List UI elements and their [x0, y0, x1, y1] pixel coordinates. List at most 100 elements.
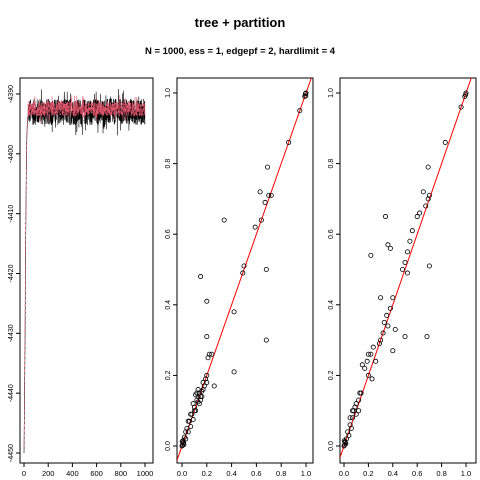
scatter-point [404, 270, 410, 276]
scatter-point [183, 429, 189, 435]
trace-frame [19, 77, 154, 464]
scatter-point [350, 415, 356, 421]
scatter-point [231, 369, 237, 375]
scatter-point [370, 344, 376, 350]
scatter-point [426, 263, 432, 269]
scatter-point [180, 439, 186, 445]
scatter-point [407, 238, 413, 244]
trace-x-tick-label: 1000 [137, 469, 154, 478]
pairwise-x-tick-label: 0.4 [388, 469, 398, 478]
scatter-point [353, 411, 359, 417]
scatter-point [382, 214, 388, 220]
scatter-point [241, 263, 247, 269]
scatter-point [417, 210, 423, 216]
trace-y-tick-label: -4400 [8, 145, 15, 163]
scatter-point [191, 408, 197, 414]
scatter-point [425, 164, 431, 170]
scatter-point [188, 411, 194, 417]
scatter-point [346, 432, 352, 438]
scatter-point [231, 309, 237, 315]
scatter-point [392, 327, 398, 333]
trace-y-tick-label: -4390 [8, 85, 15, 103]
scatter-point [380, 330, 386, 336]
scatter-point [268, 192, 274, 198]
scatter-point [265, 164, 271, 170]
scatter-point [342, 439, 348, 445]
pairwise-y-tick-label: 1.0 [328, 88, 335, 98]
scatter-point [385, 242, 391, 248]
trace-x-tick-label: 400 [66, 469, 79, 478]
trace-x-tick-label: 0 [22, 469, 26, 478]
scatter-point [190, 417, 196, 423]
scatter-point [463, 92, 469, 98]
pairwise-x-tick-label: 1.0 [301, 469, 311, 478]
pairwise-x-tick-label: 0.6 [251, 469, 261, 478]
trace-y-tick-label: -4410 [8, 205, 15, 223]
trace-y-tick-label: -4440 [8, 384, 15, 402]
scatter-point [286, 139, 292, 145]
scatter-point [387, 245, 393, 251]
pairwise-panel-1: 0.0 0.0 0.2 0.2 0.4 0.4 0.6 0.6 0.8 0.8 1.0 1.0 [165, 77, 314, 478]
pairwise-x-tick-label: 0.6 [412, 469, 422, 478]
scatter-point [353, 401, 359, 407]
scatter-point [347, 415, 353, 421]
pairwise-y-tick-label: 0.4 [328, 300, 335, 310]
scatter-point [369, 376, 375, 382]
scatter-point [404, 249, 410, 255]
scatter-point [263, 337, 269, 343]
pairwise-x-tick-label: 0.8 [436, 469, 446, 478]
scatter-point [303, 93, 309, 99]
scatter-point [221, 217, 227, 223]
identity-line-1 [177, 78, 312, 462]
scatter-point [402, 259, 408, 265]
pairwise-frame-2 [339, 77, 477, 464]
scatter-point [409, 228, 415, 234]
scatter-point [206, 351, 212, 357]
scatter-point [364, 358, 370, 364]
scatter-point [368, 252, 374, 258]
trace-x-tick-label: 600 [90, 469, 103, 478]
scatter-point [423, 203, 429, 209]
scatter-point [356, 397, 362, 403]
pairwise-y-tick-label: 0.8 [165, 159, 172, 169]
scatter-point [348, 425, 354, 431]
pairwise-y-tick-label: 0.4 [165, 300, 172, 310]
scatter-point [266, 192, 272, 198]
scatter-point [183, 436, 189, 442]
pairwise-y-tick-label: 0.8 [328, 159, 335, 169]
scatter-point [188, 424, 194, 430]
pairwise-x-tick-label: 0.8 [276, 469, 286, 478]
scatter-point [390, 348, 396, 354]
scatter-point [204, 379, 210, 385]
scatter-point [204, 372, 210, 378]
trace-y-tick-label: -4420 [8, 264, 15, 282]
scatter-point [190, 401, 196, 407]
scatter-point [199, 394, 205, 400]
scatter-point [198, 274, 204, 280]
scatter-point [257, 189, 263, 195]
trace-panel: 0 200 400 600 800 1000 -4390 -4400 -4410 -4420 -44… [8, 77, 154, 478]
scatter-point [384, 312, 390, 318]
scatter-point [373, 358, 379, 364]
scatter-point [368, 351, 374, 357]
scatter-point [258, 217, 264, 223]
pairwise-y-tick-label: 0.6 [328, 229, 335, 239]
pairwise-x-tick-label: 1.0 [461, 469, 471, 478]
scatter-point [204, 334, 210, 340]
scatter-point [195, 387, 201, 393]
scatter-point [252, 224, 258, 230]
pairwise-x-tick-label: 0.2 [363, 469, 373, 478]
chart-title: tree + partition [195, 15, 286, 30]
pairwise-x-tick-label: 0.4 [226, 469, 236, 478]
trace-x-tick-label: 800 [115, 469, 128, 478]
pairwise-y-tick-label: 0.2 [328, 370, 335, 380]
scatter-point [185, 418, 191, 424]
pairwise-x-tick-label: 0.0 [339, 469, 349, 478]
scatter-point [358, 390, 364, 396]
trace-x-tick-label: 200 [42, 469, 55, 478]
pairwise-y-tick-label: 0.0 [328, 441, 335, 451]
scatter-point [381, 319, 387, 325]
pairwise-y-tick-label: 0.6 [165, 229, 172, 239]
pairwise-y-tick-label: 0.0 [165, 441, 172, 451]
